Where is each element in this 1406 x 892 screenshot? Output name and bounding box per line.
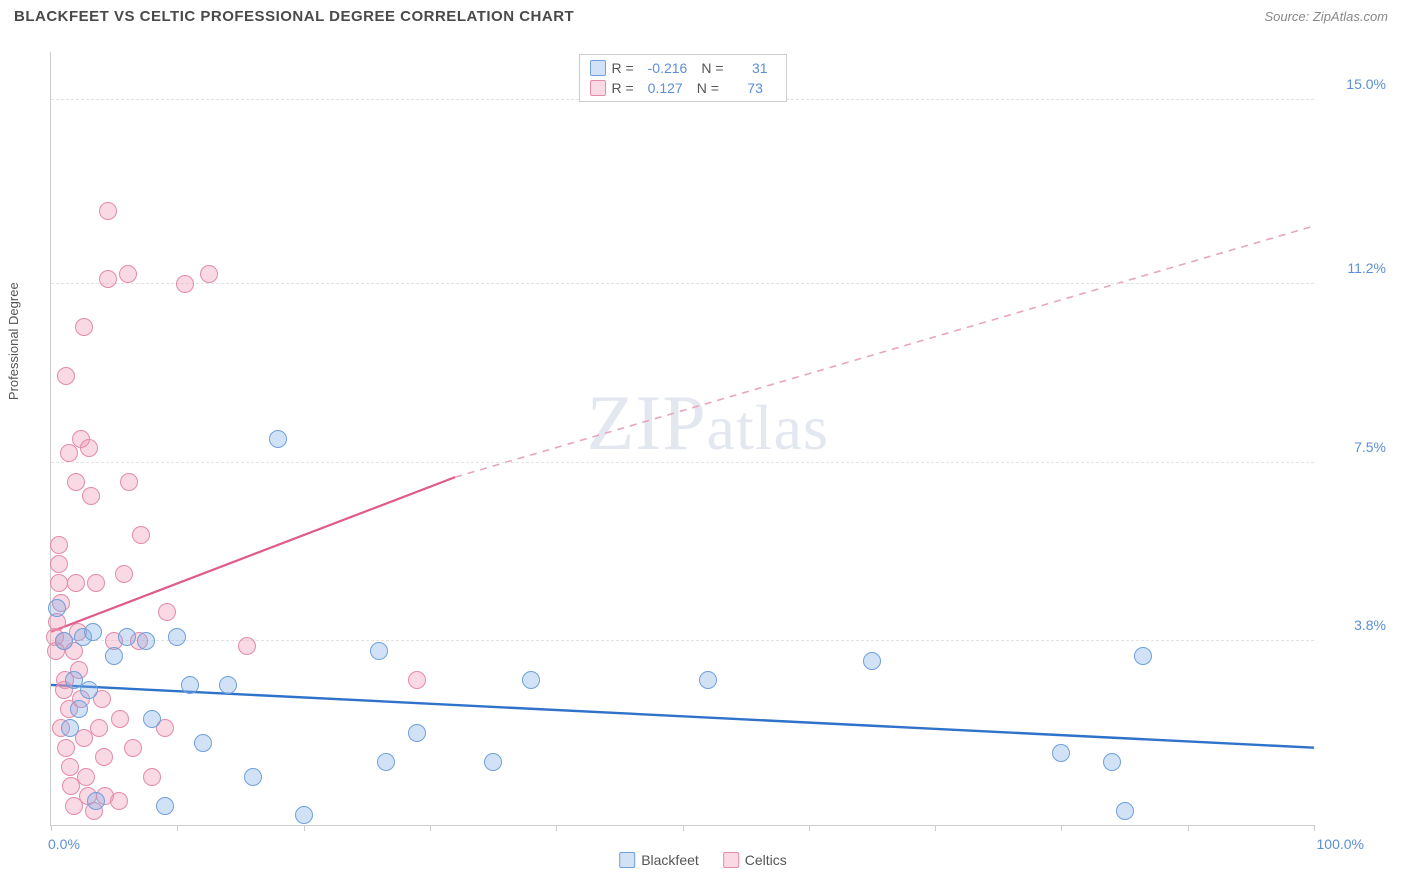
legend-item: Celtics — [723, 852, 787, 868]
data-point — [61, 758, 79, 776]
gridline — [51, 283, 1314, 284]
gridline — [51, 462, 1314, 463]
x-tick — [1314, 825, 1315, 831]
data-point — [408, 671, 426, 689]
data-point — [295, 806, 313, 824]
data-point — [863, 652, 881, 670]
x-min-label: 0.0% — [48, 836, 80, 852]
data-point — [408, 724, 426, 742]
data-point — [377, 753, 395, 771]
data-point — [119, 265, 137, 283]
data-point — [57, 739, 75, 757]
data-point — [77, 768, 95, 786]
x-tick — [51, 825, 52, 831]
y-tick-label: 7.5% — [1322, 439, 1386, 455]
data-point — [522, 671, 540, 689]
data-point — [50, 574, 68, 592]
data-point — [110, 792, 128, 810]
data-point — [84, 623, 102, 641]
data-point — [200, 265, 218, 283]
data-point — [61, 719, 79, 737]
data-point — [194, 734, 212, 752]
legend-stat-row: R =0.127N =73 — [589, 78, 775, 98]
data-point — [80, 439, 98, 457]
data-point — [1134, 647, 1152, 665]
chart-container: Professional Degree ZIPatlas R =-0.216N … — [14, 40, 1392, 878]
data-point — [238, 637, 256, 655]
data-point — [118, 628, 136, 646]
data-point — [115, 565, 133, 583]
data-point — [176, 275, 194, 293]
data-point — [120, 473, 138, 491]
data-point — [50, 555, 68, 573]
watermark: ZIPatlas — [587, 378, 829, 468]
data-point — [484, 753, 502, 771]
data-point — [99, 202, 117, 220]
data-point — [87, 792, 105, 810]
data-point — [143, 768, 161, 786]
x-tick — [304, 825, 305, 831]
data-point — [70, 700, 88, 718]
data-point — [82, 487, 100, 505]
data-point — [168, 628, 186, 646]
data-point — [80, 681, 98, 699]
data-point — [111, 710, 129, 728]
data-point — [244, 768, 262, 786]
x-tick — [1061, 825, 1062, 831]
data-point — [158, 603, 176, 621]
x-max-label: 100.0% — [1317, 836, 1364, 852]
data-point — [55, 632, 73, 650]
x-tick — [809, 825, 810, 831]
data-point — [57, 367, 75, 385]
legend-series: Blackfeet Celtics — [619, 852, 787, 868]
data-point — [156, 797, 174, 815]
y-tick-label: 3.8% — [1322, 617, 1386, 633]
data-point — [105, 647, 123, 665]
data-point — [87, 574, 105, 592]
data-point — [48, 599, 66, 617]
data-point — [181, 676, 199, 694]
data-point — [132, 526, 150, 544]
data-point — [269, 430, 287, 448]
data-point — [137, 632, 155, 650]
data-point — [1116, 802, 1134, 820]
x-tick — [430, 825, 431, 831]
data-point — [99, 270, 117, 288]
data-point — [90, 719, 108, 737]
trend-lines — [51, 52, 1314, 825]
x-tick — [683, 825, 684, 831]
data-point — [67, 473, 85, 491]
x-tick — [177, 825, 178, 831]
y-axis-label: Professional Degree — [6, 282, 21, 400]
legend-item: Blackfeet — [619, 852, 699, 868]
source-label: Source: ZipAtlas.com — [1264, 9, 1388, 24]
y-tick-label: 11.2% — [1322, 260, 1386, 276]
data-point — [60, 444, 78, 462]
data-point — [75, 318, 93, 336]
x-tick — [556, 825, 557, 831]
x-tick — [1188, 825, 1189, 831]
legend-stats: R =-0.216N =31R =0.127N =73 — [578, 54, 786, 102]
x-tick — [935, 825, 936, 831]
data-point — [699, 671, 717, 689]
y-tick-label: 15.0% — [1322, 76, 1386, 92]
data-point — [370, 642, 388, 660]
data-point — [1052, 744, 1070, 762]
chart-title: BLACKFEET VS CELTIC PROFESSIONAL DEGREE … — [14, 8, 574, 25]
data-point — [95, 748, 113, 766]
plot-area: ZIPatlas R =-0.216N =31R =0.127N =73 3.8… — [50, 52, 1314, 826]
data-point — [1103, 753, 1121, 771]
legend-stat-row: R =-0.216N =31 — [589, 58, 775, 78]
data-point — [219, 676, 237, 694]
data-point — [143, 710, 161, 728]
data-point — [67, 574, 85, 592]
data-point — [124, 739, 142, 757]
data-point — [50, 536, 68, 554]
